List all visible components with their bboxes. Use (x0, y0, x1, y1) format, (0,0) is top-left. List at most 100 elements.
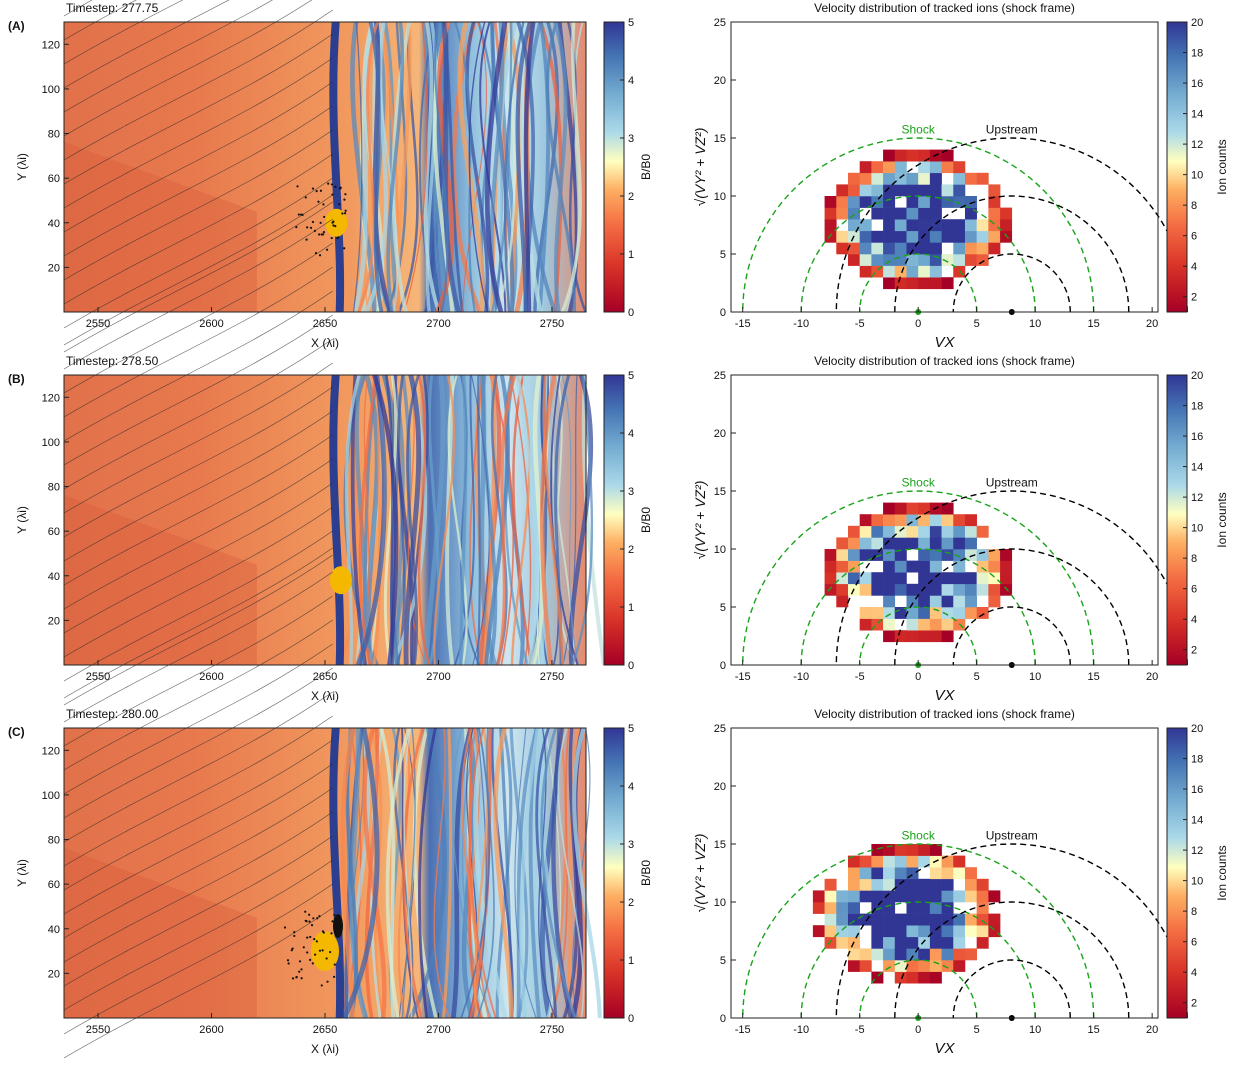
field-plot: 2550 2600 2650 2700 2750 20 40 60 80 100 120 X (λi)… (15, 0, 587, 353)
dist-ytick-label: 0 (720, 1013, 726, 1025)
dist-cell (988, 184, 1001, 197)
dist-cell (906, 960, 919, 972)
counts-colorbar-tick-label: 20 (1191, 370, 1203, 382)
dist-cell (859, 618, 872, 631)
dist-cell (941, 936, 954, 949)
dist-title: Velocity distribution of tracked ions (s… (814, 1, 1075, 15)
field-texture-stripe (519, 727, 540, 1019)
dist-ytick-label: 25 (714, 370, 726, 382)
field-ytick-label: 40 (48, 218, 60, 230)
dist-cell (836, 890, 849, 903)
dist-cell (906, 948, 919, 961)
dist-cell (883, 630, 896, 643)
field-texture-stripe (340, 727, 357, 1019)
dist-cell (894, 925, 907, 938)
dist-ytick-label: 5 (720, 602, 726, 614)
dist-cell (906, 902, 919, 914)
dist-cell (941, 196, 954, 208)
field-line (63, 201, 333, 353)
dist-cell (929, 607, 942, 619)
field-texture-stripe (368, 21, 384, 313)
field-ytick-label: 80 (48, 835, 60, 847)
dist-cell (953, 172, 966, 185)
field-line (63, 81, 333, 233)
field-xtick-label: 2750 (540, 318, 564, 330)
field-colorbar-tick-label: 0 (628, 307, 634, 319)
upstream-wedge (64, 495, 257, 665)
ion-trace-dot (300, 968, 303, 971)
dist-cell (918, 878, 931, 891)
field-colorbar-tick-label: 1 (628, 249, 634, 261)
upstream-circle (952, 606, 1071, 666)
dist-cell (871, 265, 884, 278)
dist-cell (964, 514, 977, 527)
field-texture-stripe (491, 21, 513, 313)
dist-cell (953, 607, 966, 619)
dist-cell (871, 230, 884, 243)
field-xlabel: X (λi) (311, 336, 339, 350)
field-ytick-label: 20 (48, 615, 60, 627)
dist-cell (871, 254, 884, 266)
field-line (63, 105, 333, 257)
ion-trace-dot (339, 186, 342, 189)
dist-cell (941, 161, 954, 174)
field-texture-stripe (358, 374, 378, 666)
field-line (63, 0, 273, 113)
field-line (63, 571, 333, 723)
dist-ytick-label: 15 (714, 839, 726, 851)
dist-cell (953, 242, 966, 255)
shock-circle (858, 959, 978, 1019)
field-line (63, 547, 333, 699)
ion-trace-dot (297, 213, 300, 216)
dist-cell (953, 184, 966, 197)
field-line (63, 482, 333, 634)
dist-cell (883, 948, 896, 961)
dist-cell (847, 913, 860, 926)
counts-colorbar-tick-label: 20 (1191, 17, 1203, 29)
dist-ytick-label: 25 (714, 17, 726, 29)
dist-cell (871, 572, 884, 585)
dist-cell (894, 867, 907, 880)
ion-trace-dot (325, 957, 328, 960)
ion-trace-dot (304, 196, 307, 199)
field-plot: 2550 2600 2650 2700 2750 20 40 60 80 100 120 X (λi)… (15, 194, 606, 706)
dist-cell (859, 184, 872, 197)
field-texture-stripe (423, 374, 446, 666)
counts-colorbar-tick-label: 16 (1191, 784, 1203, 796)
counts-colorbar-tick-label: 16 (1191, 431, 1203, 443)
dist-cell (918, 514, 931, 527)
field-colorbar-tick-label: 4 (628, 781, 634, 793)
dist-cell (918, 207, 931, 220)
field-texture-stripe (418, 727, 437, 1019)
dist-cell (812, 902, 825, 914)
timestep-label: Timestep: 277.75 (66, 1, 159, 15)
counts-colorbar-tick-label: 14 (1191, 815, 1203, 827)
dist-cell (906, 913, 919, 926)
field-line (63, 883, 333, 1035)
dist-cell (964, 172, 977, 185)
ion-trace-dot (304, 910, 307, 913)
dist-cell (906, 172, 919, 185)
dist-cell (953, 525, 966, 538)
dist-ytick-label: 5 (720, 249, 726, 261)
dist-cell (964, 867, 977, 880)
dist-cell (871, 207, 884, 220)
dist-cell (859, 867, 872, 880)
dist-cell (941, 583, 954, 596)
dist-title: Velocity distribution of tracked ions (s… (814, 354, 1075, 368)
field-ytick-label: 120 (42, 392, 60, 404)
dist-cell (918, 572, 931, 585)
dist-cell (883, 595, 896, 608)
dist-cell (953, 196, 966, 208)
dist-cell (859, 855, 872, 868)
dist-cell (941, 960, 954, 972)
field-texture-stripe (550, 727, 570, 1019)
dist-cell (964, 878, 977, 891)
counts-colorbar-tick-label: 10 (1191, 523, 1203, 535)
shock-circle (741, 843, 1095, 1019)
dist-cell (883, 902, 896, 914)
dist-cell (976, 242, 989, 255)
dist-cell (941, 618, 954, 631)
dist-cell (871, 514, 884, 527)
field-xtick-label: 2650 (313, 1024, 337, 1036)
